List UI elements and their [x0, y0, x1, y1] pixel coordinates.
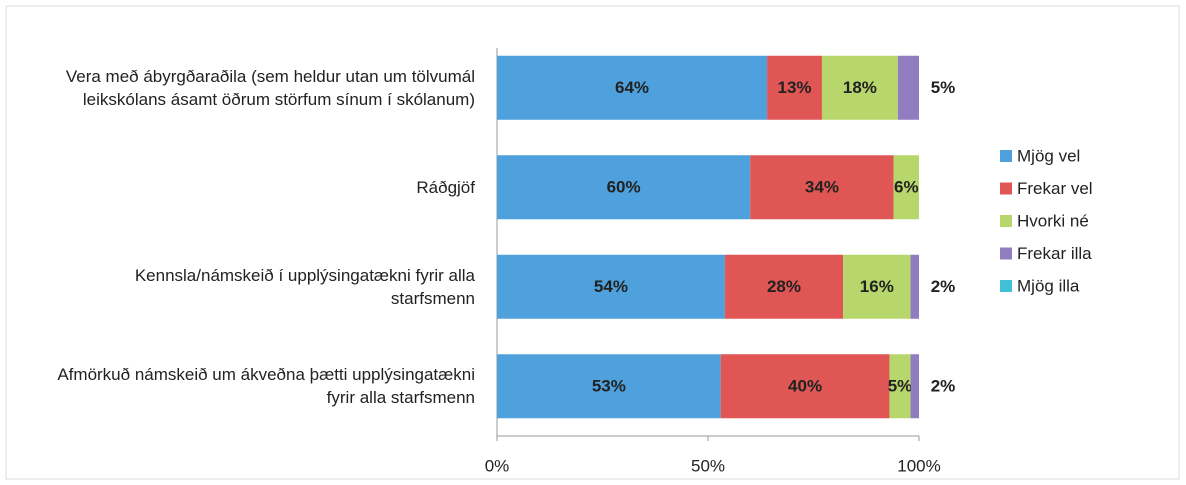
bar-segment	[889, 354, 911, 419]
value-label: 16%	[860, 277, 894, 296]
legend-label: Frekar vel	[1017, 179, 1093, 198]
value-label: 5%	[888, 377, 913, 396]
category-label: Vera með ábyrgðaraðila (sem heldur utan …	[65, 66, 475, 109]
bar-segment	[497, 354, 721, 419]
value-label: 18%	[843, 78, 877, 97]
bar-segment	[893, 155, 919, 220]
value-label: 28%	[767, 277, 801, 296]
legend-label: Frekar illa	[1017, 244, 1092, 263]
value-label: 54%	[594, 277, 628, 296]
value-label: 5%	[931, 78, 956, 97]
bar-segment	[497, 254, 725, 319]
bar-segment	[497, 155, 751, 220]
value-label: 34%	[805, 178, 839, 197]
legend-label: Mjög vel	[1017, 146, 1080, 165]
value-label: 2%	[931, 277, 956, 296]
value-label: 53%	[592, 377, 626, 396]
value-label: 40%	[788, 377, 822, 396]
legend-swatch	[1000, 182, 1012, 195]
legend-swatch	[1000, 280, 1012, 292]
category-label: Ráðgjöf	[416, 177, 475, 197]
x-tick-label: 0%	[485, 456, 510, 475]
x-tick-label: 50%	[691, 456, 725, 475]
bar-segment	[767, 55, 822, 120]
bar-segment	[497, 55, 768, 120]
value-label: 6%	[894, 178, 919, 197]
legend-label: Hvorki né	[1017, 211, 1089, 230]
x-tick-label: 100%	[897, 456, 940, 475]
value-label: 2%	[931, 377, 956, 396]
frame	[5, 5, 1180, 480]
bar-segment	[724, 254, 844, 319]
value-label: 64%	[615, 78, 649, 97]
bar-segment	[720, 354, 890, 419]
bar-segment	[750, 155, 894, 220]
legend-swatch	[1000, 215, 1012, 227]
bar-segment	[821, 55, 898, 120]
bar-segment	[897, 55, 919, 120]
bar-segment	[910, 354, 919, 419]
value-label: 13%	[777, 78, 811, 97]
bar-segment	[843, 254, 911, 319]
category-label: Afmörkuð námskeið um ákveðna þætti upplý…	[57, 365, 475, 408]
legend-label: Mjög illa	[1017, 276, 1080, 295]
legend-swatch	[1000, 247, 1012, 260]
value-label: 60%	[607, 178, 641, 197]
category-label: Kennsla/námskeið í upplýsingatækni fyrir…	[134, 265, 475, 308]
legend-swatch	[1000, 150, 1012, 162]
bar-segment	[910, 254, 919, 319]
